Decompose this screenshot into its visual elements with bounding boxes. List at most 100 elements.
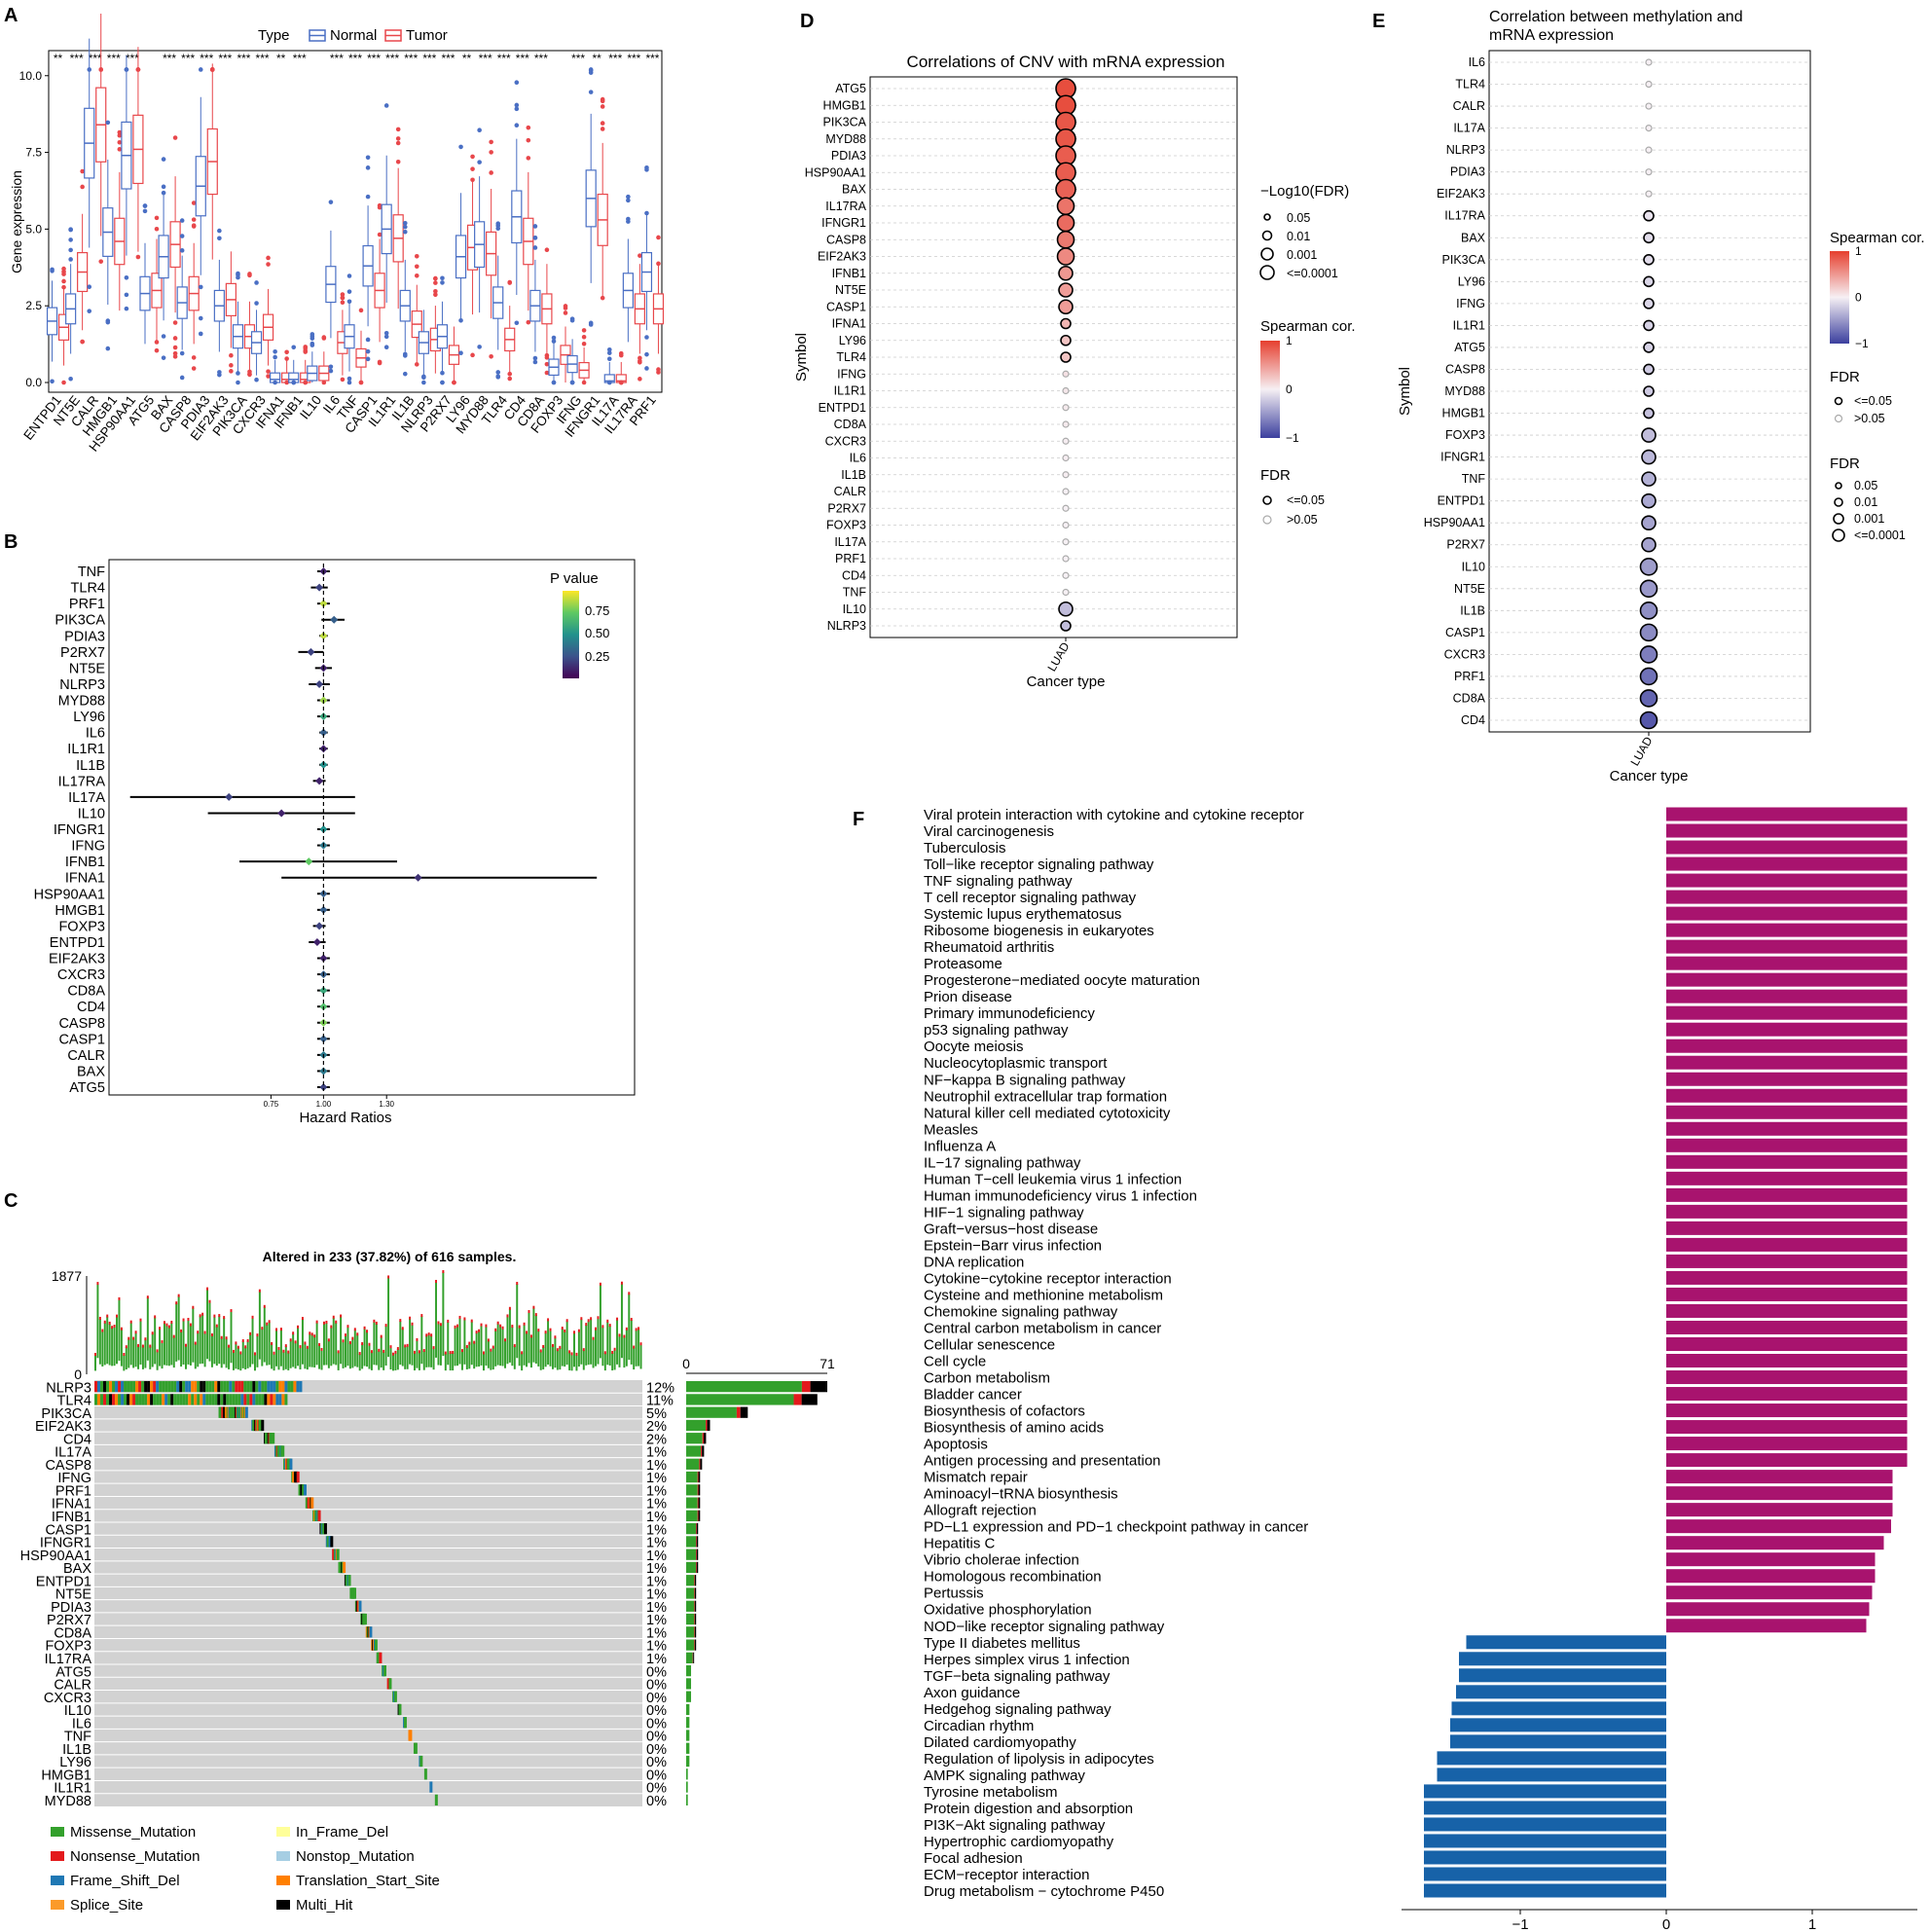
tmb-bar-nonsense [373,1319,376,1323]
pathway-label: Tyrosine metabolism [924,1784,1058,1801]
tmb-bar-missense [366,1331,369,1367]
tmb-bar-nonsense [485,1324,488,1328]
tmb-bar-nonsense [156,1349,159,1353]
oncoplot-percentage: 1% [646,1471,667,1486]
mutation-cell [185,1394,189,1405]
tmb-bar-missense [452,1352,455,1371]
mutation-cell [208,1381,212,1393]
tmb-bar-missense [165,1325,168,1366]
gene-label: CASP1 [1445,626,1485,639]
y-tick-label: 2.5 [25,299,42,312]
tmb-bar-nonsense [384,1324,387,1328]
count-bar-multihit [698,1471,701,1483]
tmb-bar-nonsense [447,1319,450,1323]
count-bar-nonsense [696,1561,697,1574]
pathway-label: Circadian rhythm [924,1718,1034,1734]
enrichment-bar-positive [1666,1320,1908,1334]
tmb-bar-nonsense [175,1301,178,1305]
tmb-bar-missense [575,1354,578,1371]
tmb-bar-missense [606,1321,609,1366]
pathway-label: Drug metabolism − cytochrome P450 [924,1883,1164,1900]
tmb-bar-nonsense [460,1349,463,1353]
count-bar-nonsense [701,1445,703,1457]
tmb-bar-missense [447,1321,450,1366]
count-bar-multihit [810,1381,827,1393]
significance-mark: *** [404,52,418,65]
enrichment-bar-positive [1666,1055,1908,1070]
oncoplot-gene-label: FOXP3 [45,1639,91,1655]
panel-title-line: Correlation between methylation and [1489,9,1743,25]
mutation-cell [162,1381,165,1393]
legend-tick-label: 0.50 [585,626,609,640]
mutation-cell [379,1652,383,1663]
gene-label: MYD88 [1444,384,1485,398]
tmb-bar-missense [101,1331,104,1367]
outlier-point-normal [142,208,148,214]
pathway-label: Cellular senescence [924,1337,1055,1354]
tmb-bar-nonsense [565,1319,568,1323]
count-bar-multihit [698,1510,701,1521]
tmb-bar-missense [310,1334,313,1367]
tmb-bar-nonsense [271,1341,273,1345]
gene-label: MYD88 [825,132,866,146]
count-bar-missense [686,1484,698,1496]
tmb-bar-nonsense [608,1324,611,1328]
correlation-dot [1058,282,1074,298]
x-axis-label: Cancer type [1027,674,1106,690]
outlier-point-tumor [433,292,438,298]
tmb-bar-missense [315,1322,318,1366]
outlier-point-normal [179,375,185,381]
count-bar-multihit [702,1445,705,1457]
gene-label: TLR4 [1455,78,1485,91]
outlier-point-normal [124,67,129,72]
mutation-cell [403,1717,407,1729]
tmb-bar-missense [620,1283,623,1359]
tmb-bar-nonsense [582,1348,585,1352]
y-tick-label: 10.0 [19,69,43,83]
oncoplot-percentage: 1% [646,1587,667,1603]
tmb-bar-nonsense [241,1339,244,1343]
outlier-point-normal [124,306,129,311]
outlier-point-normal [198,315,203,321]
outlier-point-tumor [61,266,66,272]
y-axis-label: Gene expression [9,170,24,273]
mutation-cell [115,1394,119,1405]
legend-fdr-label: <=0.05 [1287,493,1325,507]
tmb-bar-nonsense [404,1344,407,1348]
correlation-dot [1639,711,1658,730]
tmb-bar-nonsense [470,1319,473,1323]
outlier-point-tumor [656,370,661,375]
correlation-dot [1056,213,1075,233]
enrichment-bar-negative [1424,1850,1666,1865]
mutation-cell [217,1381,221,1393]
tmb-bar-nonsense [94,1352,96,1356]
legend-size-label: <=0.0001 [1854,529,1906,542]
tmb-bar-missense [630,1320,633,1365]
correlation-dot [1058,601,1074,617]
mutation-cell [200,1394,203,1405]
tmb-bar-nonsense [399,1319,402,1323]
tmb-bar-nonsense [123,1352,126,1356]
correlation-dot [1062,488,1070,495]
tmb-tick-label: 0 [74,1367,82,1382]
tmb-bar-nonsense [292,1331,295,1335]
tmb-bar-missense [203,1332,206,1367]
tmb-bar-nonsense [561,1327,564,1331]
outlier-point-tumor [544,370,550,376]
tmb-bar-missense [577,1331,580,1367]
tmb-bar-nonsense [482,1351,485,1355]
legend-size-label: 0.001 [1287,248,1317,262]
significance-mark: *** [293,52,307,65]
outlier-point-normal [569,380,575,385]
mutation-cell [112,1381,116,1393]
mutation-cell [229,1381,233,1393]
outlier-point-tumor [600,121,605,126]
mutation-cell [100,1394,104,1405]
legend-size-label: 0.01 [1287,230,1310,243]
correlation-dot [1062,454,1070,462]
tmb-bar-nonsense [554,1335,557,1339]
tmb-bar-missense [442,1272,445,1357]
tmb-bar-nonsense [616,1317,619,1321]
mutation-cell [388,1678,392,1690]
mutation-cell [383,1665,386,1677]
